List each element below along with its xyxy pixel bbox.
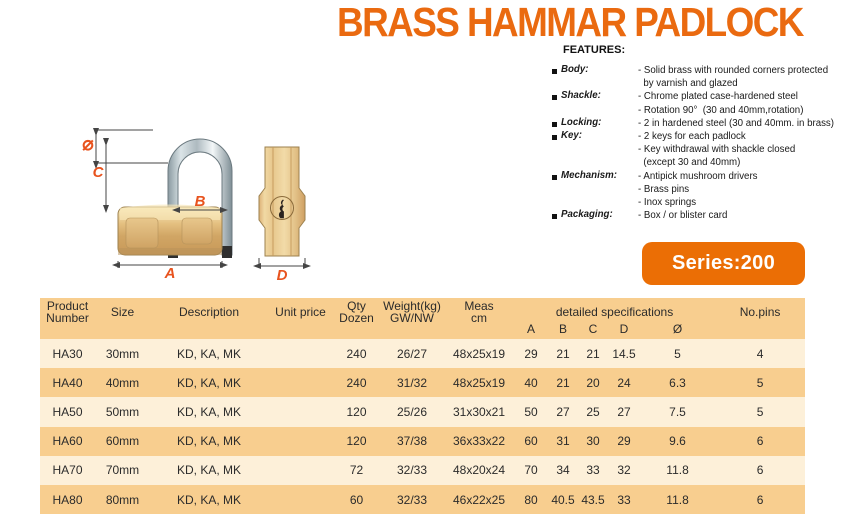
svg-text:B: B [195, 193, 206, 210]
svg-text:A: A [164, 265, 176, 282]
svg-text:C: C [93, 164, 105, 181]
svg-text:D: D [277, 267, 288, 284]
svg-text:⌀: ⌀ [82, 134, 94, 155]
